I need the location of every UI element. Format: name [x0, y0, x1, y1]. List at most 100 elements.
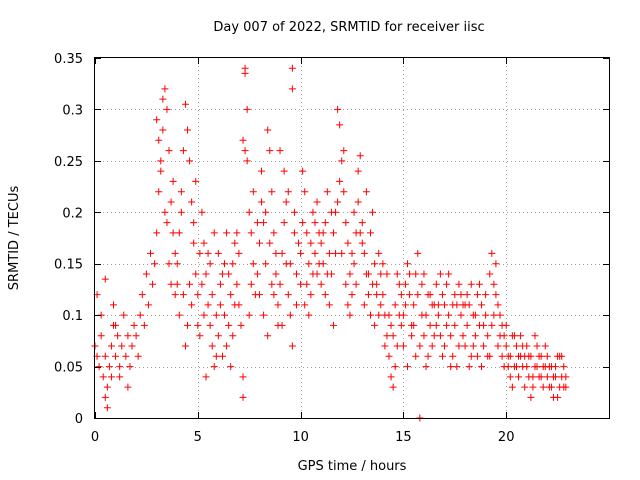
data-point	[502, 342, 510, 350]
data-point	[276, 280, 284, 288]
data-point	[280, 219, 288, 227]
data-point	[282, 198, 290, 206]
data-point	[445, 270, 453, 278]
data-point	[473, 291, 481, 299]
data-point	[216, 301, 224, 309]
data-point	[208, 291, 216, 299]
data-point	[344, 239, 352, 247]
y-tick-label: 0	[75, 412, 83, 427]
data-point	[420, 270, 428, 278]
data-point	[245, 311, 253, 319]
data-point	[309, 270, 317, 278]
data-point	[441, 342, 449, 350]
data-point	[210, 229, 218, 237]
data-point	[262, 208, 270, 216]
data-point	[529, 383, 537, 391]
data-point	[171, 291, 179, 299]
data-point	[105, 363, 113, 371]
data-point	[299, 219, 307, 227]
data-point	[177, 208, 185, 216]
data-point	[406, 270, 414, 278]
data-point	[410, 301, 418, 309]
data-point	[233, 229, 241, 237]
data-point	[249, 260, 257, 268]
data-point	[167, 280, 175, 288]
data-point	[492, 291, 500, 299]
data-point	[404, 260, 412, 268]
data-point	[241, 69, 249, 77]
data-point	[280, 167, 288, 175]
data-point	[323, 188, 331, 196]
data-point	[342, 280, 350, 288]
data-point	[535, 352, 543, 360]
data-point	[329, 321, 337, 329]
data-point	[173, 260, 181, 268]
data-point	[443, 280, 451, 288]
y-tick-label: 0.35	[54, 52, 83, 67]
data-point	[480, 321, 488, 329]
data-point	[447, 332, 455, 340]
data-point	[430, 332, 438, 340]
data-point	[169, 229, 177, 237]
data-point	[364, 270, 372, 278]
data-point	[101, 352, 109, 360]
data-point	[498, 352, 506, 360]
data-point	[329, 229, 337, 237]
data-point	[562, 373, 570, 381]
data-point	[471, 332, 479, 340]
data-point	[510, 332, 518, 340]
data-point	[360, 249, 368, 257]
x-tick-label: 0	[91, 430, 99, 445]
data-point	[204, 301, 212, 309]
data-point	[393, 342, 401, 350]
data-point	[116, 363, 124, 371]
data-point	[484, 332, 492, 340]
data-point	[342, 219, 350, 227]
data-point	[112, 321, 120, 329]
data-point	[258, 198, 266, 206]
grid-lines	[95, 58, 609, 418]
data-point	[103, 404, 111, 412]
data-point	[547, 383, 555, 391]
x-tick-label: 15	[395, 430, 412, 445]
data-point	[389, 332, 397, 340]
data-point	[422, 311, 430, 319]
data-point	[406, 291, 414, 299]
data-point	[346, 311, 354, 319]
data-series-srmtid	[91, 64, 570, 422]
data-point	[432, 321, 440, 329]
data-point	[186, 280, 194, 288]
data-point	[301, 301, 309, 309]
data-point	[214, 332, 222, 340]
data-point	[523, 363, 531, 371]
data-point	[541, 342, 549, 350]
data-point	[301, 188, 309, 196]
data-point	[239, 393, 247, 401]
data-point	[443, 321, 451, 329]
data-point	[352, 280, 360, 288]
data-point	[218, 270, 226, 278]
data-point	[231, 239, 239, 247]
data-point	[262, 260, 270, 268]
data-point	[325, 301, 333, 309]
data-point	[560, 363, 568, 371]
data-point	[161, 208, 169, 216]
plot-frame	[94, 57, 610, 419]
data-point	[206, 260, 214, 268]
data-point	[377, 270, 385, 278]
data-point	[204, 249, 212, 257]
data-point	[399, 311, 407, 319]
data-point	[221, 311, 229, 319]
data-point	[147, 249, 155, 257]
data-point	[165, 147, 173, 155]
data-point	[225, 321, 233, 329]
data-point	[200, 239, 208, 247]
data-point	[255, 239, 263, 247]
data-point	[118, 342, 126, 350]
data-point	[424, 352, 432, 360]
data-point	[480, 342, 488, 350]
data-point	[227, 291, 235, 299]
data-point	[449, 352, 457, 360]
data-point	[455, 280, 463, 288]
data-point	[200, 311, 208, 319]
